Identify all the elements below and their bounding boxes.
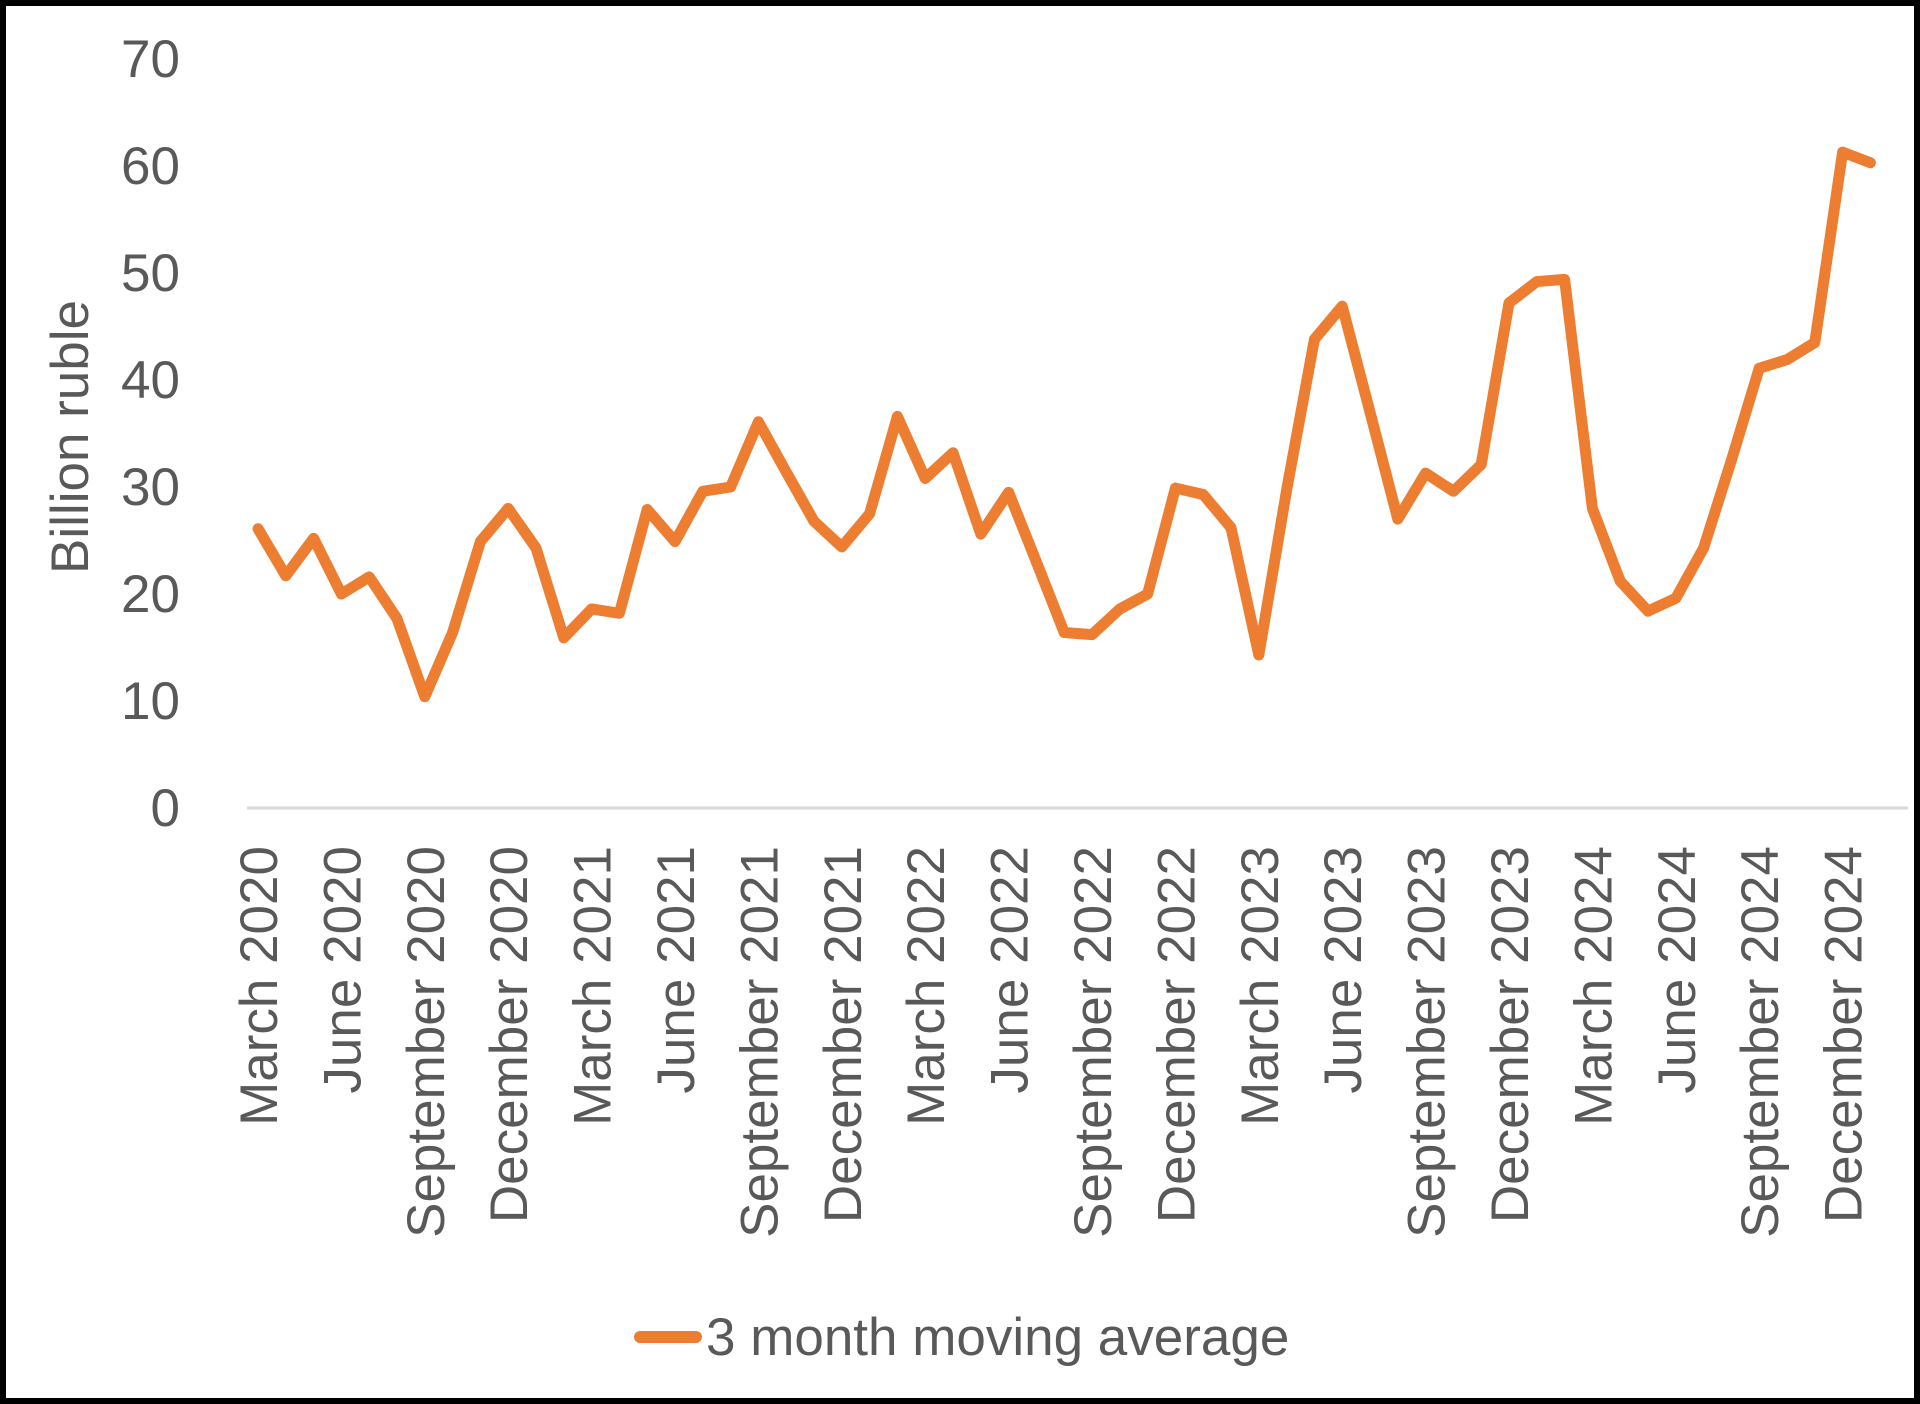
x-tick-label: December 2023 bbox=[1481, 846, 1540, 1223]
x-tick-label: September 2022 bbox=[1064, 846, 1123, 1238]
x-tick-label: March 2021 bbox=[564, 846, 623, 1126]
legend: 3 month moving average bbox=[634, 1308, 1289, 1367]
x-tick-label: December 2020 bbox=[480, 846, 539, 1223]
x-tick-label: March 2020 bbox=[230, 846, 289, 1126]
x-tick-label: June 2024 bbox=[1648, 846, 1707, 1094]
x-tick-label: September 2024 bbox=[1731, 846, 1790, 1238]
x-tick-label: June 2023 bbox=[1314, 846, 1373, 1094]
y-tick-label: 70 bbox=[121, 30, 180, 89]
x-tick-label: December 2021 bbox=[814, 846, 873, 1223]
series-line-3-month-moving-average bbox=[252, 146, 1876, 703]
y-tick-label: 0 bbox=[151, 779, 180, 838]
y-axis-title: Billion ruble bbox=[41, 300, 100, 574]
x-tick-label: March 2023 bbox=[1231, 846, 1290, 1126]
x-tick-label: December 2022 bbox=[1147, 846, 1206, 1223]
y-axis-tick-labels: 0 10 20 30 40 50 60 70 bbox=[121, 30, 180, 838]
y-tick-label: 60 bbox=[121, 137, 180, 196]
x-tick-label: September 2021 bbox=[730, 846, 789, 1238]
y-tick-label: 20 bbox=[121, 565, 180, 624]
x-axis-tick-labels: March 2020 June 2020 September 2020 Decembe… bbox=[230, 846, 1874, 1238]
x-tick-label: March 2024 bbox=[1564, 846, 1623, 1126]
x-tick-label: December 2024 bbox=[1815, 846, 1874, 1223]
x-tick-label: June 2020 bbox=[313, 846, 372, 1094]
x-tick-label: September 2023 bbox=[1398, 846, 1457, 1238]
y-tick-label: 10 bbox=[121, 672, 180, 731]
y-tick-label: 30 bbox=[121, 458, 180, 517]
x-tick-label: March 2022 bbox=[897, 846, 956, 1126]
x-tick-label: September 2020 bbox=[397, 846, 456, 1238]
x-tick-label: June 2021 bbox=[647, 846, 706, 1094]
legend-label: 3 month moving average bbox=[706, 1308, 1289, 1367]
y-tick-label: 40 bbox=[121, 351, 180, 410]
x-tick-label: June 2022 bbox=[981, 846, 1040, 1094]
y-tick-label: 50 bbox=[121, 244, 180, 303]
